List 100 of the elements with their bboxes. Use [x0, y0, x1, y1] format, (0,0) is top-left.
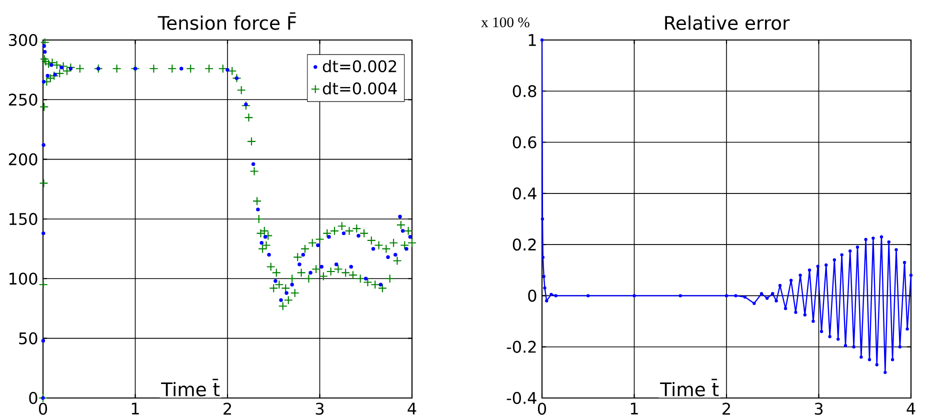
point — [856, 246, 860, 249]
point — [632, 294, 636, 298]
x-axis-title: Time t̄ — [660, 378, 719, 396]
x-tick-label: 0 — [38, 402, 48, 415]
point — [404, 246, 408, 251]
point — [545, 299, 548, 302]
y-tick-label: -0.2 — [506, 340, 536, 353]
point — [840, 253, 844, 256]
point — [308, 270, 312, 275]
point — [550, 292, 553, 296]
point — [41, 396, 45, 400]
point — [836, 338, 840, 341]
point — [812, 320, 815, 323]
point — [53, 72, 57, 76]
y-tick-label: 300 — [8, 34, 38, 46]
point — [256, 208, 260, 212]
y-tick-label: 200 — [8, 153, 38, 166]
point — [41, 338, 46, 343]
point — [872, 236, 875, 240]
point — [784, 306, 788, 310]
point — [133, 66, 138, 71]
point — [734, 294, 738, 298]
point — [778, 284, 782, 288]
point — [267, 252, 271, 257]
legend-label: dt=0.004 — [322, 82, 397, 94]
point — [678, 294, 682, 298]
point — [180, 66, 184, 71]
x-axis-title: Time t̄ — [161, 378, 220, 396]
point — [898, 345, 902, 348]
point — [789, 278, 793, 282]
point — [542, 274, 546, 278]
point — [774, 299, 778, 302]
point — [540, 38, 544, 42]
y-tick-label: 50 — [19, 332, 38, 344]
point — [260, 240, 264, 245]
point — [60, 66, 64, 70]
point — [364, 276, 368, 281]
x-tick-label: 3 — [316, 402, 324, 415]
point — [902, 260, 906, 264]
x-tick-label: 4 — [906, 402, 916, 414]
point — [765, 296, 769, 300]
point — [263, 235, 268, 239]
point — [400, 229, 405, 233]
point — [42, 50, 47, 54]
point — [356, 234, 360, 238]
point — [394, 252, 398, 257]
x-tick-label: 3 — [814, 402, 823, 415]
point — [890, 358, 894, 362]
point — [884, 370, 887, 374]
point — [541, 256, 545, 259]
point — [42, 44, 46, 48]
point — [906, 327, 909, 331]
point — [46, 74, 50, 78]
point — [864, 238, 868, 242]
point — [234, 76, 239, 80]
x-tick-label: 1 — [132, 402, 139, 414]
point — [378, 282, 383, 286]
y-tick-label: 0.2 — [512, 238, 536, 251]
point — [371, 246, 376, 251]
point — [327, 235, 331, 239]
point — [828, 335, 832, 338]
point — [724, 294, 728, 298]
point — [349, 264, 353, 269]
y-tick-label: 0.6 — [512, 136, 536, 148]
y-tick-label: 0.8 — [512, 85, 536, 98]
point — [543, 286, 546, 290]
point — [887, 240, 890, 244]
x-tick-label: 2 — [722, 402, 730, 415]
x-tick-label: 0 — [538, 402, 546, 415]
point — [386, 255, 390, 260]
point — [96, 66, 100, 71]
point — [540, 217, 544, 221]
y-tick-label: 0.4 — [512, 187, 536, 200]
point — [342, 231, 346, 236]
point — [844, 344, 848, 348]
point — [832, 258, 836, 262]
point — [848, 249, 852, 253]
point — [820, 330, 824, 334]
y-axis-title: x 100 % — [481, 17, 530, 28]
point — [42, 143, 46, 147]
point — [909, 274, 913, 277]
point — [894, 248, 898, 252]
point — [554, 294, 558, 298]
point — [398, 214, 402, 218]
point — [279, 298, 283, 302]
point — [301, 252, 306, 257]
point — [808, 268, 812, 272]
point — [298, 262, 302, 266]
point — [816, 264, 820, 268]
chart-title: Relative error — [665, 16, 790, 30]
point — [68, 66, 73, 71]
point — [760, 292, 764, 296]
y-tick-label: 1 — [528, 34, 536, 46]
point — [752, 302, 756, 305]
y-tick-label: -0.4 — [506, 392, 536, 404]
point — [284, 291, 288, 295]
point — [244, 102, 248, 106]
chart-title: Tension force F̄ — [158, 12, 296, 30]
y-tick-label: 0 — [528, 290, 536, 302]
y-tick-label: 0 — [29, 392, 38, 404]
